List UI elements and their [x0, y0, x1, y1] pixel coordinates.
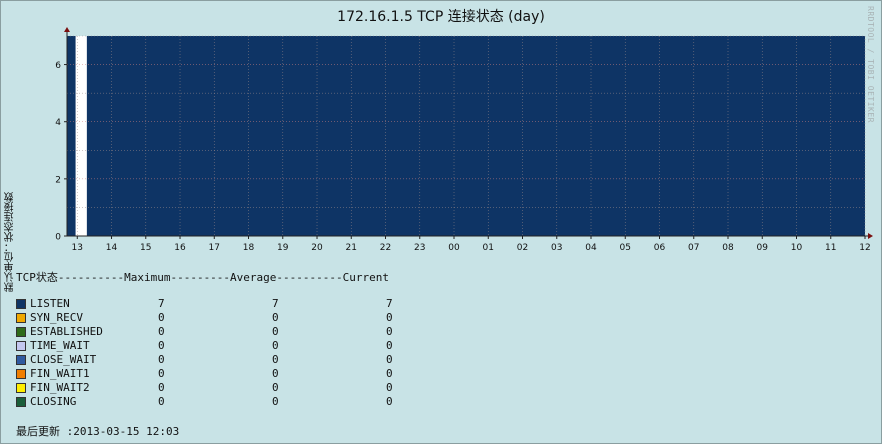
legend-name: TIME_WAIT: [30, 339, 90, 352]
legend-maximum: 0: [158, 325, 165, 338]
legend-name: CLOSE_WAIT: [30, 353, 97, 366]
legend-average: 0: [272, 325, 279, 338]
legend-maximum: 0: [158, 367, 165, 380]
legend-current: 0: [386, 353, 393, 366]
x-tick-label: 12: [859, 243, 870, 253]
legend-current: 7: [386, 297, 393, 310]
y-tick-label: 2: [55, 175, 61, 185]
x-tick-label: 07: [688, 243, 699, 253]
legend-name: LISTEN: [30, 297, 70, 310]
legend-average: 0: [272, 353, 279, 366]
last-update-text: 最后更新 :2013-03-15 12:03: [16, 425, 180, 438]
legend-maximum: 0: [158, 339, 165, 352]
rrdtool-watermark: RRDTOOL / TOBI OETIKER: [866, 6, 875, 123]
legend-swatch: [16, 313, 26, 323]
legend-average: 0: [272, 367, 279, 380]
x-tick-label: 09: [757, 243, 769, 253]
y-axis-arrow: [64, 27, 70, 32]
series-area-listen-0: [67, 36, 76, 236]
x-tick-label: 02: [517, 243, 528, 253]
legend-name: SYN_RECV: [30, 311, 83, 324]
legend-swatch: [16, 327, 26, 337]
x-tick-label: 16: [174, 243, 186, 253]
legend-swatch: [16, 369, 26, 379]
legend-current: 0: [386, 339, 393, 352]
legend-current: 0: [386, 367, 393, 380]
legend-maximum: 0: [158, 381, 165, 394]
legend-average: 7: [272, 297, 279, 310]
x-tick-label: 11: [825, 243, 836, 253]
x-tick-label: 03: [551, 243, 562, 253]
x-tick-label: 10: [791, 243, 803, 253]
legend-header: TCP状态----------Maximum---------Average--…: [16, 271, 389, 284]
legend-name: CLOSING: [30, 395, 77, 408]
legend-current: 0: [386, 311, 393, 324]
x-tick-label: 14: [106, 243, 118, 253]
x-tick-label: 05: [620, 243, 631, 253]
legend-maximum: 0: [158, 353, 165, 366]
legend-name: FIN_WAIT1: [30, 367, 90, 380]
legend-name: FIN_WAIT2: [30, 381, 90, 394]
legend-maximum: 0: [158, 311, 165, 324]
legend-current: 0: [386, 325, 393, 338]
chart-title: 172.16.1.5 TCP 连接状态 (day): [337, 9, 545, 25]
series-area-listen-1: [86, 36, 865, 236]
legend-maximum: 0: [158, 395, 165, 408]
y-tick-label: 4: [55, 118, 61, 128]
x-tick-label: 22: [380, 243, 391, 253]
legend-maximum: 7: [158, 297, 165, 310]
legend-current: 0: [386, 395, 393, 408]
x-tick-label: 06: [654, 243, 666, 253]
legend-swatch: [16, 341, 26, 351]
legend-average: 0: [272, 311, 279, 324]
x-tick-label: 20: [311, 243, 323, 253]
x-tick-label: 23: [414, 243, 425, 253]
legend-name: ESTABLISHED: [30, 325, 103, 338]
x-tick-label: 17: [209, 243, 220, 253]
legend-average: 0: [272, 395, 279, 408]
legend-current: 0: [386, 381, 393, 394]
legend-swatch: [16, 383, 26, 393]
x-axis-arrow: [868, 233, 873, 239]
legend-average: 0: [272, 381, 279, 394]
legend-swatch: [16, 299, 26, 309]
x-tick-label: 15: [140, 243, 151, 253]
x-tick-label: 01: [483, 243, 494, 253]
x-tick-label: 04: [585, 243, 597, 253]
x-tick-label: 08: [722, 243, 734, 253]
x-tick-label: 00: [448, 243, 460, 253]
y-tick-label: 0: [55, 233, 61, 243]
y-tick-label: 6: [55, 61, 61, 71]
x-tick-label: 13: [72, 243, 83, 253]
x-tick-label: 19: [277, 243, 289, 253]
legend-average: 0: [272, 339, 279, 352]
x-tick-label: 18: [243, 243, 255, 253]
legend-swatch: [16, 355, 26, 365]
x-tick-label: 21: [346, 243, 357, 253]
legend-swatch: [16, 397, 26, 407]
